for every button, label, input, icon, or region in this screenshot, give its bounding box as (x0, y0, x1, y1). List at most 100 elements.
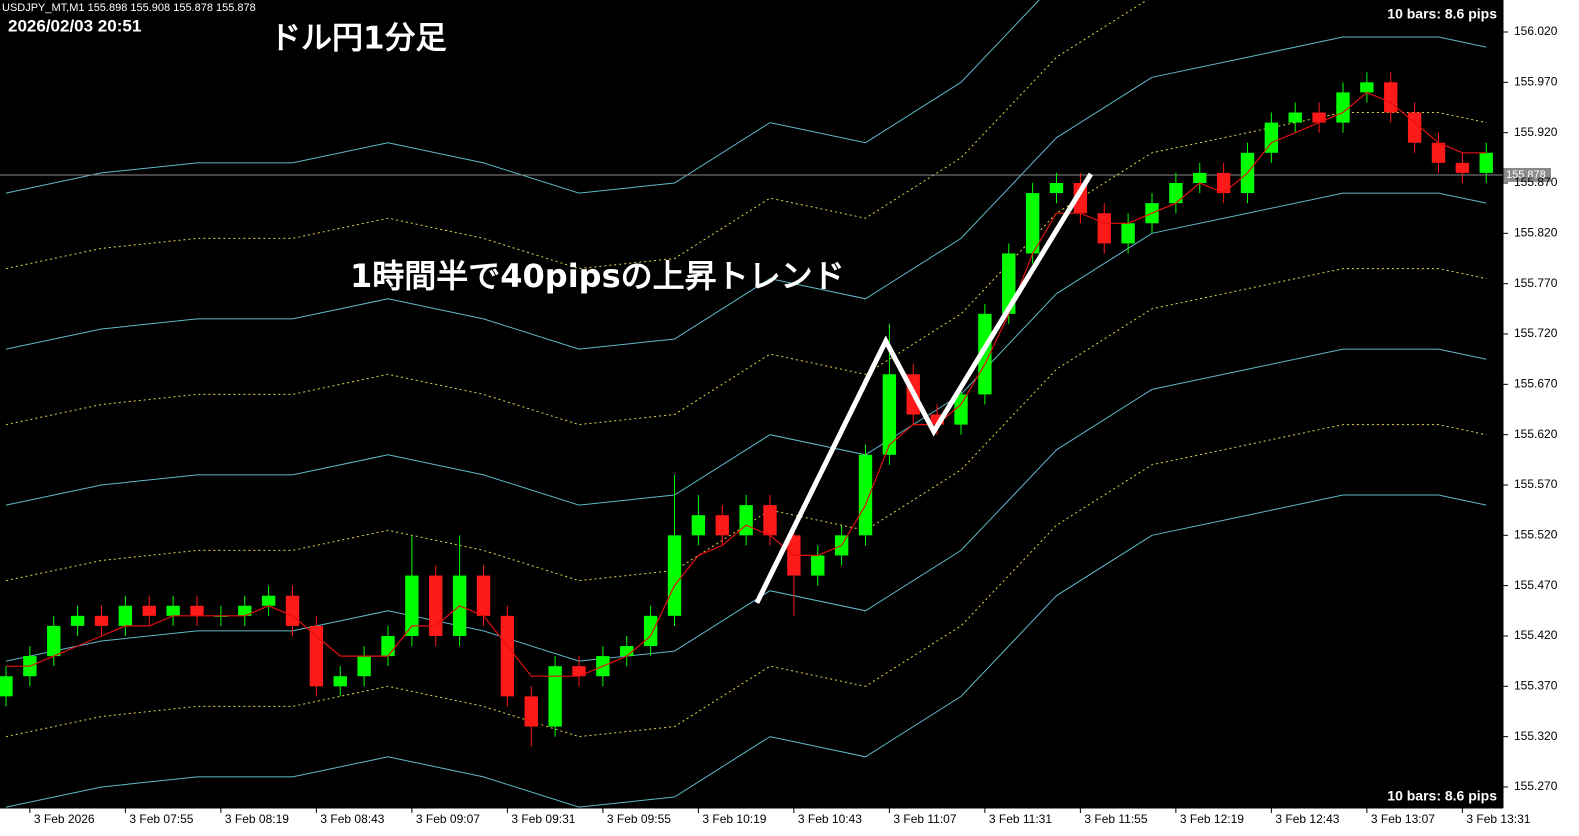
candle-body (882, 374, 897, 455)
bar-info: 10 bars: 8.6 pips (1387, 788, 1497, 804)
candle-body (500, 615, 515, 697)
x-tick-label: 3 Feb 09:55 (607, 812, 671, 826)
x-tick-label: 3 Feb 08:19 (225, 812, 289, 826)
candle-body (524, 696, 538, 727)
y-tick-label: 155.520 (1514, 527, 1558, 541)
header: USDJPY_MT,M1 155.898 155.908 155.878 155… (2, 2, 256, 14)
y-axis-panel (1503, 0, 1579, 836)
candle-body (1193, 172, 1207, 184)
candle-body (978, 313, 992, 395)
candle-body (1169, 183, 1183, 204)
y-tick-label: 155.370 (1514, 678, 1558, 692)
envelope-band (5, 348, 1487, 662)
chart-title: ドル円1分足 (270, 21, 447, 57)
envelope-band (5, 494, 1487, 808)
candle-body (1336, 92, 1350, 123)
y-tick-label: 155.920 (1514, 125, 1558, 139)
x-tick-label: 3 Feb 11:31 (989, 812, 1052, 826)
candle-body (1431, 142, 1446, 163)
y-tick-label: 155.420 (1514, 628, 1558, 642)
candle-body (1121, 223, 1135, 244)
bar-info: 10 bars: 8.6 pips (1387, 6, 1497, 22)
candle-body (118, 605, 133, 626)
envelope-band (5, 268, 1487, 582)
candle-body (381, 635, 395, 657)
timestamp: 2026/02/03 20:51 (8, 16, 141, 35)
x-tick-label: 3 Feb 12:19 (1180, 812, 1244, 826)
candle-body (1025, 193, 1040, 254)
candle-body (333, 676, 347, 687)
y-tick-label: 155.470 (1514, 578, 1558, 592)
envelope-band (5, 0, 1040, 194)
y-tick-label: 155.870 (1514, 175, 1558, 189)
x-tick-label: 3 Feb 07:55 (129, 812, 193, 826)
candle-body (643, 615, 658, 647)
candle-body (858, 454, 873, 536)
plot-layer (0, 0, 1503, 808)
candle-body (572, 666, 586, 677)
x-tick-label: 3 Feb 11:07 (893, 812, 956, 826)
x-tick-label: 3 Feb 10:19 (702, 812, 766, 826)
candle-body (190, 605, 204, 616)
y-tick-label: 155.820 (1514, 226, 1558, 240)
labels: USDJPY_MT,M1 155.898 155.908 155.878 155… (2, 2, 1497, 804)
candle-body (1288, 112, 1302, 123)
x-tick-label: 3 Feb 10:43 (798, 812, 862, 826)
y-tick-label: 155.320 (1514, 729, 1558, 743)
y-tick-label: 155.670 (1514, 376, 1558, 390)
candle-body (0, 676, 13, 697)
candle-body (238, 605, 252, 616)
envelope-band (5, 112, 1487, 426)
x-tick-label: 3 Feb 13:31 (1466, 812, 1530, 826)
candle-body (1264, 122, 1279, 153)
candle-body (1479, 152, 1493, 173)
candle-body (691, 515, 706, 536)
candle-body (357, 656, 371, 677)
x-tick-label: 3 Feb 12:43 (1275, 812, 1339, 826)
candle-body (548, 666, 562, 727)
candle-body (1407, 112, 1422, 143)
annotation: 1時間半で40pipsの上昇トレンド (350, 257, 845, 295)
candle-body (285, 595, 300, 626)
candle-body (166, 605, 180, 616)
price-tag (1503, 167, 1551, 182)
envelope-band (5, 192, 1487, 506)
candle-body (715, 515, 729, 536)
candle-body (1049, 183, 1064, 194)
candle-body (1073, 183, 1088, 214)
candle-body (70, 615, 85, 626)
x-tick-label: 3 Feb 13:07 (1371, 812, 1435, 826)
y-tick-label: 155.270 (1514, 779, 1558, 793)
y-tick-label: 155.970 (1514, 75, 1558, 89)
candle-body (47, 625, 61, 657)
axes: 155.878 156.020 155.970 155.920 155.870 155.8… (0, 0, 1558, 826)
candle-body (476, 575, 491, 616)
candle-body (261, 595, 276, 606)
candle-body (620, 646, 634, 657)
candle-body (309, 625, 324, 687)
y-tick-label: 155.770 (1514, 276, 1558, 290)
x-tick-label: 3 Feb 11:55 (1084, 812, 1147, 826)
candle-body (739, 505, 753, 536)
envelope-band (5, 36, 1487, 350)
candle-body (405, 575, 419, 636)
y-tick-label: 155.620 (1514, 427, 1558, 441)
trend-zigzag (754, 172, 1094, 604)
y-tick-label: 155.720 (1514, 326, 1558, 340)
plot-area (0, 0, 1503, 808)
candle-body (954, 394, 968, 425)
moving-average (6, 91, 1487, 677)
candle-body (94, 615, 109, 626)
price-tag-label: 155.878 (1506, 169, 1546, 181)
y-tick-label: 155.570 (1514, 477, 1558, 491)
candle-body (763, 505, 777, 536)
envelope-band (5, 424, 1487, 738)
candle-body (1312, 112, 1326, 123)
candle-body (1216, 172, 1231, 194)
candle-body (1360, 82, 1374, 93)
y-tick-label: 156.020 (1514, 24, 1558, 38)
candle-body (1384, 82, 1398, 113)
x-tick-label: 3 Feb 09:31 (511, 812, 575, 826)
